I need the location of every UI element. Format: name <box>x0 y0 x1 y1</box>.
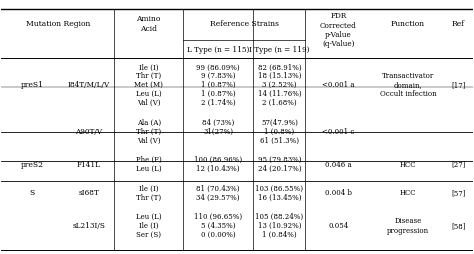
Text: Mutation Region: Mutation Region <box>26 20 90 28</box>
Text: 18 (15.13%): 18 (15.13%) <box>258 72 301 80</box>
Text: HCC: HCC <box>400 161 416 169</box>
Text: [17]: [17] <box>451 81 466 89</box>
Text: 82 (68.91%): 82 (68.91%) <box>257 64 301 71</box>
Text: 5 (4.35%): 5 (4.35%) <box>201 222 236 230</box>
Text: Ile (I): Ile (I) <box>139 64 158 71</box>
Text: Thr (T): Thr (T) <box>136 72 161 80</box>
Text: preS2: preS2 <box>20 161 44 169</box>
Text: 61 (51.3%): 61 (51.3%) <box>260 136 299 145</box>
Text: Thr (T): Thr (T) <box>136 128 161 136</box>
Text: sL213I/S: sL213I/S <box>72 222 105 230</box>
Text: A90T/V: A90T/V <box>75 128 102 136</box>
Text: F141L: F141L <box>77 161 100 169</box>
Text: FDR
Corrected
p-Value
(q-Value): FDR Corrected p-Value (q-Value) <box>320 12 357 48</box>
Text: Phe (F): Phe (F) <box>136 156 162 164</box>
Text: Met (M): Met (M) <box>134 81 163 89</box>
Text: Ile (I): Ile (I) <box>139 222 158 230</box>
Text: 24 (20.17%): 24 (20.17%) <box>257 165 301 173</box>
Text: 103 (86.55%): 103 (86.55%) <box>255 185 303 193</box>
Text: 34 (29.57%): 34 (29.57%) <box>196 194 240 201</box>
Text: 105 (88.24%): 105 (88.24%) <box>255 213 303 221</box>
Text: 0.046 a: 0.046 a <box>325 161 352 169</box>
Text: 81 (70.43%): 81 (70.43%) <box>196 185 240 193</box>
Text: 31(27%): 31(27%) <box>203 128 233 136</box>
Text: 1 (0.8%): 1 (0.8%) <box>264 128 294 136</box>
Text: Reference Strains: Reference Strains <box>210 20 279 28</box>
Text: Ser (S): Ser (S) <box>136 231 161 239</box>
Text: Ref: Ref <box>452 20 465 28</box>
Text: 12 (10.43%): 12 (10.43%) <box>196 165 240 173</box>
Text: Ala (A): Ala (A) <box>137 119 161 127</box>
Text: 99 (86.09%): 99 (86.09%) <box>196 64 240 71</box>
Text: 9 (7.83%): 9 (7.83%) <box>201 72 236 80</box>
Text: 0.054: 0.054 <box>328 222 348 230</box>
Text: L Type (n = 115): L Type (n = 115) <box>187 46 249 54</box>
Text: 110 (96.65%): 110 (96.65%) <box>194 213 242 221</box>
Text: 57(47.9%): 57(47.9%) <box>261 119 298 127</box>
Text: [58]: [58] <box>451 222 466 230</box>
Text: S: S <box>29 189 35 197</box>
Text: 2 (1.74%): 2 (1.74%) <box>201 99 236 107</box>
Text: [57]: [57] <box>451 189 466 197</box>
Text: Thr (T): Thr (T) <box>136 194 161 201</box>
Text: sI68T: sI68T <box>78 189 99 197</box>
Text: I84T/M/L/V: I84T/M/L/V <box>67 81 109 89</box>
Text: 13 (10.92%): 13 (10.92%) <box>258 222 301 230</box>
Text: 0 (0.00%): 0 (0.00%) <box>201 231 236 239</box>
Text: <0.001 c: <0.001 c <box>322 128 355 136</box>
Text: [27]: [27] <box>451 161 466 169</box>
Text: <0.001 a: <0.001 a <box>322 81 355 89</box>
Text: HCC: HCC <box>400 189 416 197</box>
Text: Leu (L): Leu (L) <box>136 213 162 221</box>
Text: Ile (I): Ile (I) <box>139 185 158 193</box>
Text: preS1: preS1 <box>20 81 44 89</box>
Text: 1 (0.87%): 1 (0.87%) <box>201 90 236 98</box>
Text: Leu (L): Leu (L) <box>136 165 162 173</box>
Text: Val (V): Val (V) <box>137 99 160 107</box>
Text: 14 (11.76%): 14 (11.76%) <box>257 90 301 98</box>
Text: 95 (79.83%): 95 (79.83%) <box>258 156 301 164</box>
Text: Disease
progression: Disease progression <box>387 217 429 235</box>
Text: Leu (L): Leu (L) <box>136 90 162 98</box>
Text: Function: Function <box>391 20 425 28</box>
Text: 16 (13.45%): 16 (13.45%) <box>258 194 301 201</box>
Text: Val (V): Val (V) <box>137 136 160 145</box>
Text: 3 (2.52%): 3 (2.52%) <box>262 81 297 89</box>
Text: 1 (0.87%): 1 (0.87%) <box>201 81 236 89</box>
Text: 2 (1.68%): 2 (1.68%) <box>262 99 297 107</box>
Text: 0.004 b: 0.004 b <box>325 189 352 197</box>
Text: Amino
Acid: Amino Acid <box>137 15 161 33</box>
Text: 100 (86.96%): 100 (86.96%) <box>194 156 242 164</box>
Text: 84 (73%): 84 (73%) <box>202 119 234 127</box>
Text: I Type (n = 119): I Type (n = 119) <box>249 46 310 54</box>
Text: 1 (0.84%): 1 (0.84%) <box>262 231 297 239</box>
Text: Transactivator
domain,
Occult infection: Transactivator domain, Occult infection <box>380 72 436 98</box>
